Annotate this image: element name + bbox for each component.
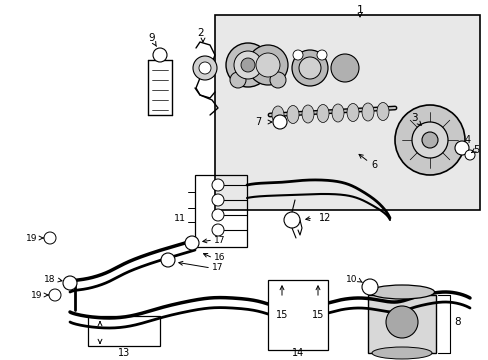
Text: 6: 6 (370, 160, 376, 170)
Ellipse shape (286, 105, 298, 123)
Circle shape (292, 50, 303, 60)
Bar (215, 15, 479, 210)
Circle shape (234, 51, 262, 79)
Ellipse shape (316, 104, 328, 122)
Text: 15: 15 (275, 310, 287, 320)
Text: 7: 7 (254, 117, 261, 127)
Text: 8: 8 (454, 317, 460, 327)
Circle shape (247, 45, 287, 85)
Text: 5: 5 (472, 145, 478, 155)
Circle shape (212, 194, 224, 206)
Circle shape (272, 115, 286, 129)
Circle shape (193, 56, 217, 80)
Circle shape (464, 150, 474, 160)
Circle shape (184, 236, 199, 250)
Text: 12: 12 (318, 213, 330, 223)
Circle shape (330, 54, 358, 82)
Circle shape (153, 48, 167, 62)
Circle shape (316, 50, 326, 60)
Circle shape (225, 43, 269, 87)
Circle shape (298, 57, 320, 79)
Circle shape (212, 224, 224, 236)
Circle shape (269, 72, 285, 88)
Text: 19: 19 (31, 291, 42, 300)
Circle shape (421, 132, 437, 148)
Bar (367, 295, 435, 353)
Ellipse shape (271, 106, 284, 124)
Circle shape (454, 141, 468, 155)
Circle shape (212, 209, 224, 221)
Text: 13: 13 (118, 348, 130, 358)
Circle shape (161, 253, 175, 267)
Circle shape (44, 232, 56, 244)
Circle shape (284, 212, 299, 228)
Text: 16: 16 (214, 253, 225, 262)
Text: 18: 18 (44, 275, 56, 284)
Text: 1: 1 (356, 5, 363, 15)
Circle shape (229, 72, 245, 88)
Text: 17: 17 (212, 264, 224, 273)
Circle shape (385, 306, 417, 338)
Circle shape (49, 289, 61, 301)
Text: 10: 10 (346, 275, 357, 284)
Text: 11: 11 (174, 213, 185, 222)
Bar (267, 280, 327, 350)
Text: 19: 19 (26, 234, 38, 243)
Ellipse shape (361, 103, 373, 121)
Text: 2: 2 (197, 28, 204, 38)
Text: 9: 9 (148, 33, 155, 43)
Circle shape (394, 105, 464, 175)
Ellipse shape (371, 347, 431, 359)
Circle shape (199, 62, 210, 74)
Ellipse shape (331, 104, 343, 122)
Circle shape (291, 50, 327, 86)
Ellipse shape (346, 104, 358, 122)
Circle shape (361, 279, 377, 295)
Text: 14: 14 (291, 348, 304, 358)
Text: 17: 17 (214, 235, 225, 244)
Ellipse shape (369, 285, 434, 299)
Circle shape (411, 122, 447, 158)
Circle shape (256, 53, 280, 77)
Text: 4: 4 (464, 135, 470, 145)
Text: 3: 3 (410, 113, 416, 123)
Text: 15: 15 (311, 310, 324, 320)
Circle shape (241, 58, 254, 72)
Bar (88, 316, 160, 346)
Circle shape (63, 276, 77, 290)
Bar (195, 175, 246, 247)
Ellipse shape (376, 103, 388, 121)
Circle shape (212, 179, 224, 191)
Ellipse shape (302, 105, 313, 123)
